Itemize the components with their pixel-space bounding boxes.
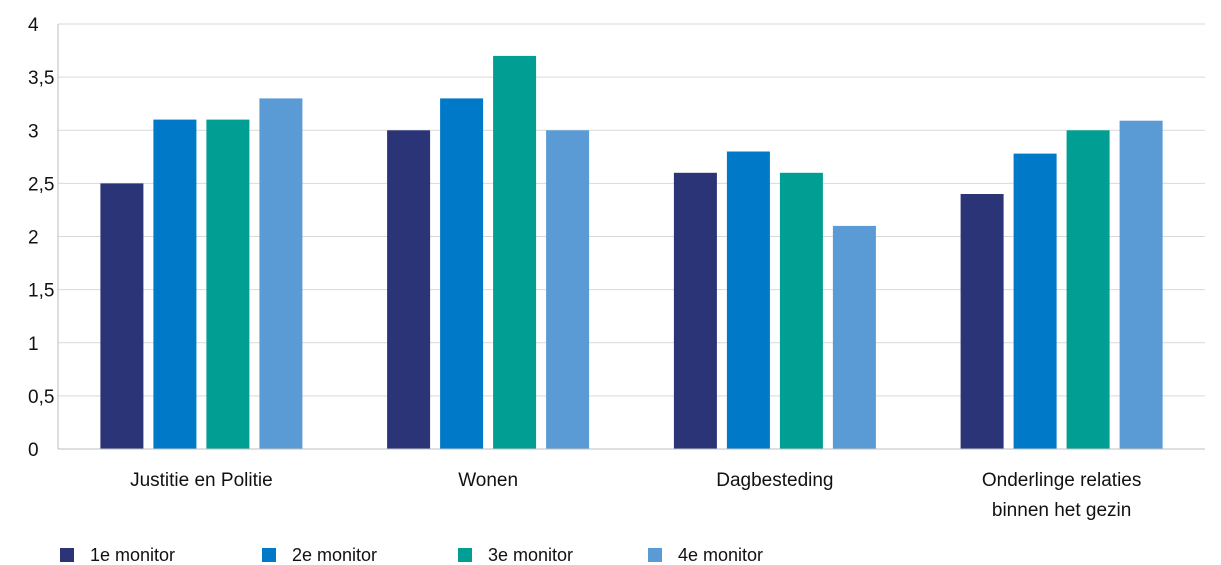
x-axis-labels: Justitie en Politie Wonen Dagbesteding Onde…: [130, 470, 1141, 521]
x-tick-label: binnen het gezin: [992, 500, 1131, 521]
bar: [1013, 153, 1057, 449]
legend: 1e monitor 2e monitor 3e monitor 4e monitor: [60, 545, 763, 565]
y-tick-label: 2,5: [28, 174, 54, 195]
bar: [259, 98, 303, 450]
bar: [440, 98, 484, 450]
x-tick-label: Justitie en Politie: [130, 470, 273, 491]
x-tick-label: Onderlinge relaties: [982, 470, 1141, 491]
bar: [153, 119, 197, 449]
bar: [206, 119, 250, 449]
legend-label: 2e monitor: [292, 545, 377, 565]
legend-swatch: [648, 548, 662, 562]
y-tick-label: 3: [28, 121, 39, 142]
legend-label: 4e monitor: [678, 545, 763, 565]
bar: [726, 151, 770, 449]
y-axis: 0 0,5 1 1,5 2 2,5 3 3,5 4: [28, 15, 59, 461]
x-tick-label: Wonen: [458, 470, 518, 491]
bar: [960, 194, 1004, 449]
y-tick-label: 0,5: [28, 387, 54, 408]
y-tick-label: 1: [28, 334, 39, 355]
legend-swatch: [262, 548, 276, 562]
legend-swatch: [458, 548, 472, 562]
bar: [493, 55, 537, 450]
y-tick-label: 4: [28, 15, 39, 36]
bar: [1119, 120, 1163, 449]
bar: [673, 172, 717, 450]
legend-swatch: [60, 548, 74, 562]
bar: [779, 172, 823, 450]
y-tick-label: 2: [28, 228, 39, 249]
bar: [100, 183, 144, 449]
legend-label: 3e monitor: [488, 545, 573, 565]
bar: [832, 225, 876, 449]
y-tick-label: 3,5: [28, 68, 54, 89]
legend-label: 1e monitor: [90, 545, 175, 565]
y-tick-label: 1,5: [28, 281, 54, 302]
bars: [100, 55, 1163, 450]
y-tick-label: 0: [28, 440, 39, 461]
bar: [1066, 130, 1110, 450]
x-tick-label: Dagbesteding: [716, 470, 833, 491]
bar: [387, 130, 431, 450]
bar: [546, 130, 590, 450]
